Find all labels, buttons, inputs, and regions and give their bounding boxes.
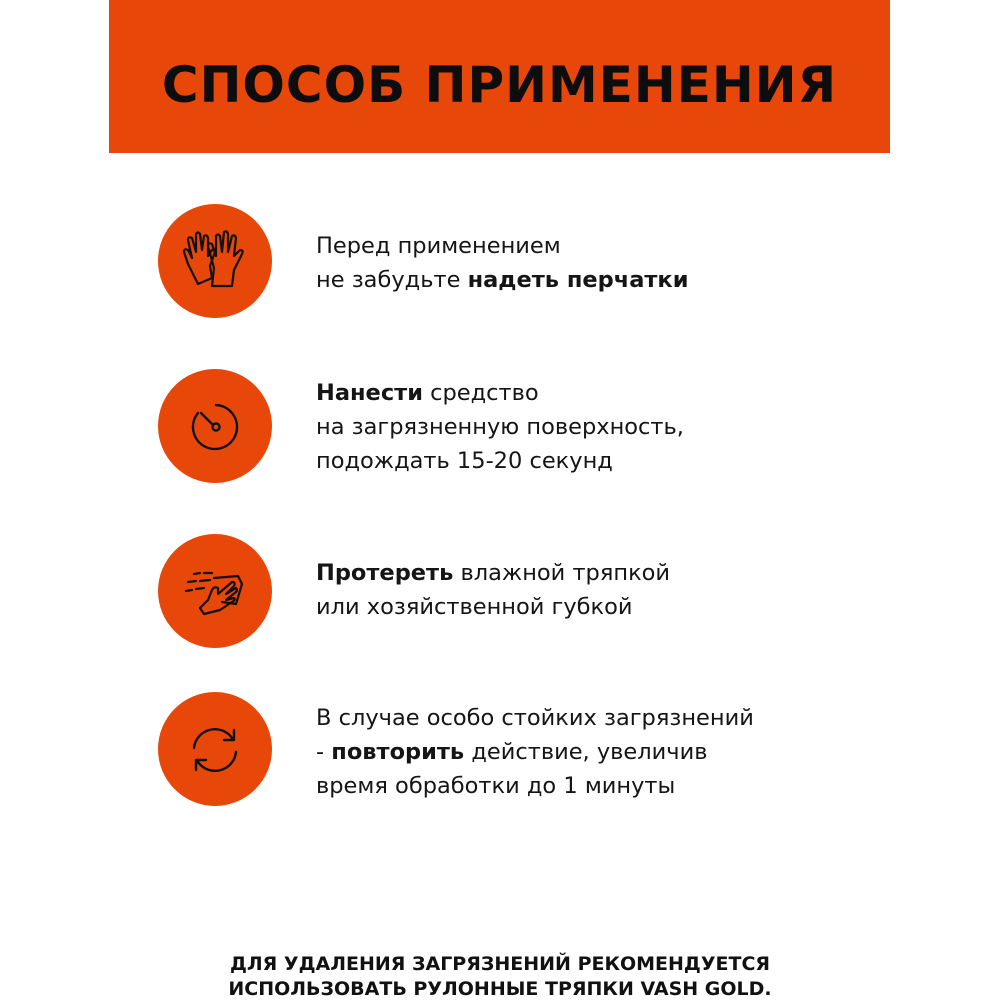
bold-text: повторить: [331, 739, 465, 765]
text-line: не забудьте надеть перчатки: [316, 263, 688, 297]
step-text: Нанести средство на загрязненную поверхн…: [316, 376, 684, 478]
title-banner: СПОСОБ ПРИМЕНЕНИЯ: [109, 0, 890, 153]
repeat-arrows-icon: [158, 692, 272, 806]
step-text: Протереть влажной тряпкой или хозяйствен…: [316, 556, 670, 624]
text-segment: -: [316, 739, 332, 765]
text-segment: действие, увеличив: [464, 739, 708, 765]
text-line: подождать 15-20 секунд: [316, 444, 684, 478]
text-line: Перед применением: [316, 229, 688, 263]
text-line: Протереть влажной тряпкой: [316, 556, 670, 590]
page-title: СПОСОБ ПРИМЕНЕНИЯ: [161, 55, 838, 114]
bold-text: Нанести: [316, 380, 423, 406]
timer-icon: [158, 369, 272, 483]
text-segment: подождать 15-20 секунд: [316, 448, 613, 474]
step-text: Перед применением не забудьте надеть пер…: [316, 229, 688, 297]
text-line: Нанести средство: [316, 376, 684, 410]
bold-text: Протереть: [316, 560, 454, 586]
footer-line-2: ИСПОЛЬЗОВАТЬ РУЛОННЫЕ ТРЯПКИ VASH GOLD.: [228, 978, 772, 1000]
footer-note: ДЛЯ УДАЛЕНИЯ ЗАГРЯЗНЕНИЙ РЕКОМЕНДУЕТСЯ И…: [0, 952, 1000, 1002]
gloves-icon: [158, 204, 272, 318]
text-segment: время обработки до 1 минуты: [316, 773, 676, 799]
text-segment: В случае особо стойких загрязнений: [316, 705, 754, 731]
text-segment: не забудьте: [316, 267, 468, 293]
bold-text: надеть перчатки: [467, 267, 689, 293]
wiping-hand-icon: [158, 534, 272, 648]
text-line: время обработки до 1 минуты: [316, 769, 754, 803]
text-segment: Перед применением: [316, 233, 561, 259]
text-segment: или хозяйственной губкой: [316, 594, 633, 620]
step-text: В случае особо стойких загрязнений - пов…: [316, 701, 754, 803]
text-segment: влажной тряпкой: [453, 560, 671, 586]
footer-line-1: ДЛЯ УДАЛЕНИЯ ЗАГРЯЗНЕНИЙ РЕКОМЕНДУЕТСЯ: [229, 953, 771, 975]
text-segment: на загрязненную поверхность,: [316, 414, 684, 440]
text-line: на загрязненную поверхность,: [316, 410, 684, 444]
text-line: или хозяйственной губкой: [316, 590, 670, 624]
text-segment: средство: [422, 380, 539, 406]
text-line: - повторить действие, увеличив: [316, 735, 754, 769]
text-line: В случае особо стойких загрязнений: [316, 701, 754, 735]
